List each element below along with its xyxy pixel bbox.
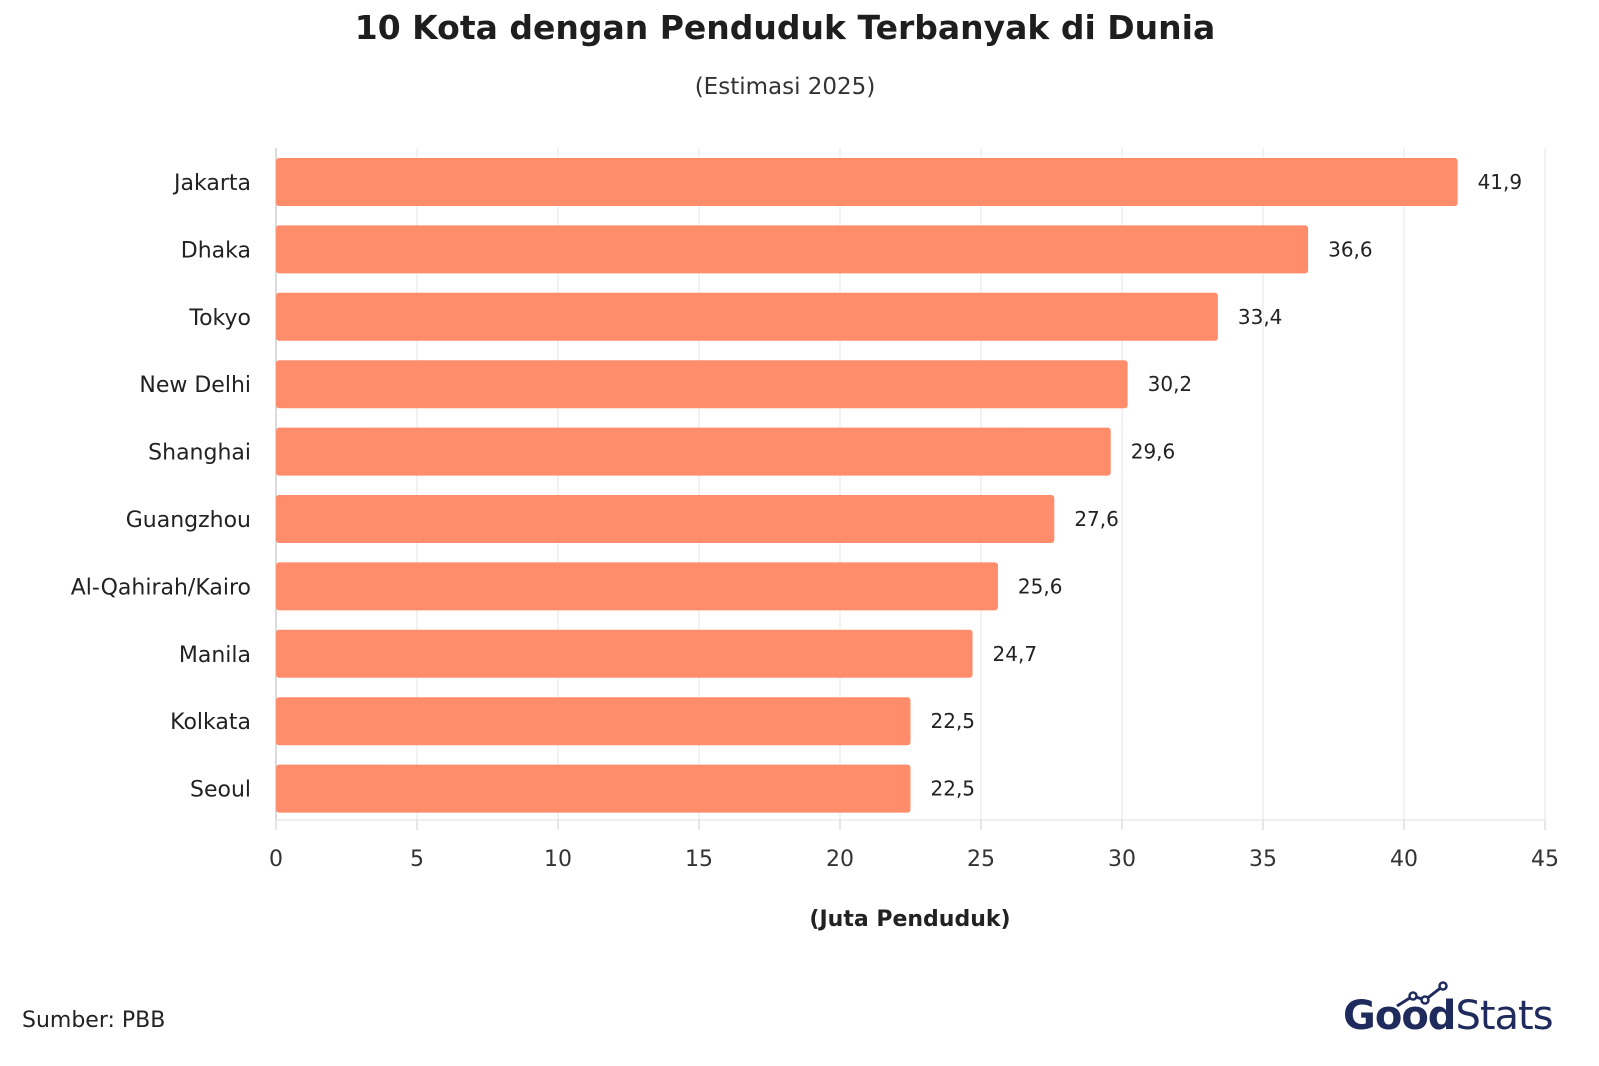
value-labels: 41,9 36,6 33,4 30,2 29,6 27,6 25,6 24,7 22,5 22,5	[931, 170, 1523, 801]
bar	[276, 495, 1055, 543]
value-label: 27,6	[1074, 507, 1119, 531]
bars	[276, 158, 1458, 813]
bar	[276, 764, 911, 813]
source-note: Sumber: PBB	[22, 1008, 166, 1033]
category-label: Jakarta	[172, 171, 251, 196]
bar	[276, 360, 1128, 409]
value-label: 41,9	[1478, 170, 1523, 194]
bar	[276, 697, 911, 746]
value-label: 22,5	[931, 777, 976, 801]
category-label: Al-Qahirah/Kairo	[71, 575, 251, 600]
bar	[276, 427, 1111, 476]
tick-label: 20	[826, 847, 854, 872]
tick-label: 40	[1390, 847, 1418, 872]
tick-label: 45	[1531, 847, 1559, 872]
category-labels: Jakarta Dhaka Tokyo New Delhi Shanghai Guangz…	[71, 171, 251, 803]
value-label: 36,6	[1328, 237, 1373, 261]
value-label: 30,2	[1148, 372, 1193, 396]
bar	[276, 562, 998, 611]
tick-label: 30	[1108, 847, 1136, 872]
category-label: Dhaka	[181, 238, 251, 263]
chart-spark-icon	[1396, 981, 1448, 1008]
bar	[276, 158, 1458, 206]
value-label: 22,5	[931, 709, 976, 733]
value-label: 25,6	[1018, 574, 1063, 598]
value-label: 33,4	[1238, 305, 1283, 329]
bar	[276, 629, 973, 678]
value-label: 29,6	[1131, 440, 1176, 464]
chart-title: 10 Kota dengan Penduduk Terbanyak di Dun…	[354, 8, 1216, 47]
chart-subtitle: (Estimasi 2025)	[694, 74, 876, 100]
category-label: Manila	[179, 643, 251, 668]
tick-label: 35	[1249, 847, 1277, 872]
x-axis-ticks: 0 5 10 15 20 25 30 35 40 45	[269, 820, 1559, 872]
goodstats-logo: GoodStats	[1343, 980, 1554, 1040]
tick-label: 15	[685, 847, 713, 872]
tick-label: 10	[544, 847, 572, 872]
tick-label: 25	[967, 847, 995, 872]
logo-good-text: Good	[1343, 993, 1456, 1039]
category-label: Seoul	[190, 778, 251, 803]
category-label: New Delhi	[139, 373, 251, 398]
category-label: Shanghai	[148, 441, 251, 466]
bar	[276, 225, 1309, 274]
x-axis-label: (Juta Penduduk)	[809, 907, 1010, 932]
category-label: Kolkata	[170, 710, 251, 735]
value-label: 24,7	[993, 642, 1038, 666]
category-label: Guangzhou	[126, 508, 251, 533]
logo-stats-text: Stats	[1455, 993, 1553, 1039]
tick-label: 5	[410, 847, 424, 872]
tick-label: 0	[269, 847, 283, 872]
bar	[276, 292, 1218, 341]
category-label: Tokyo	[188, 306, 251, 331]
